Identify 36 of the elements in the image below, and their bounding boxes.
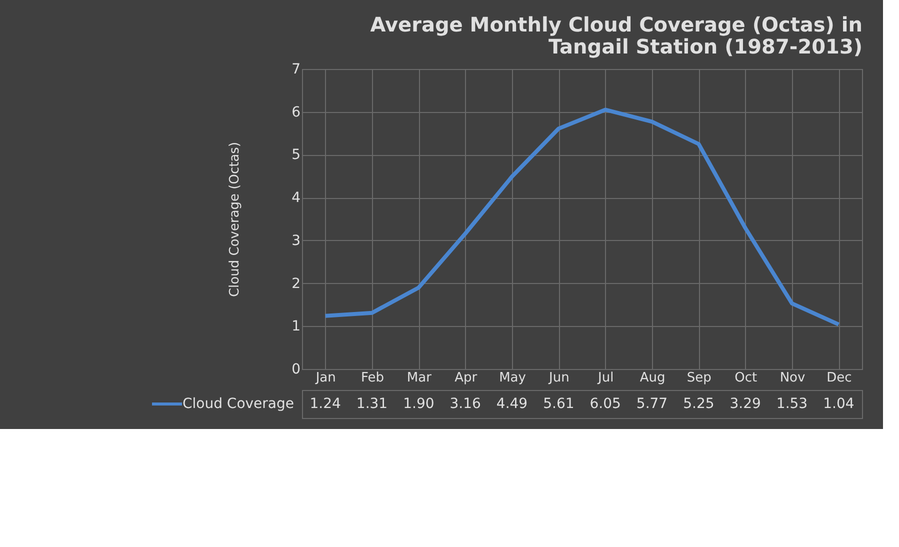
x-tick-label: Dec [826, 370, 852, 386]
data-label: 3.16 [450, 396, 482, 412]
x-tick-label: Feb [360, 370, 384, 386]
data-label: 1.04 [823, 396, 854, 412]
x-tick-label: Jun [548, 370, 570, 386]
x-tick-label: Mar [406, 370, 432, 386]
x-tick-label: Jul [596, 370, 614, 386]
x-tick-label: Apr [454, 370, 478, 386]
x-tick-label: Oct [734, 370, 758, 386]
line-series [323, 108, 841, 326]
data-label: 1.31 [356, 396, 388, 412]
data-label: 5.25 [683, 396, 714, 412]
data-label: 1.53 [776, 396, 808, 412]
y-axis-title: Cloud Coverage (Octas) [228, 142, 243, 298]
data-label: 4.49 [496, 396, 528, 412]
x-tick-label: Sep [686, 370, 712, 386]
y-tick-label: 2 [292, 276, 300, 292]
y-tick-label: 0 [292, 362, 300, 378]
chart-title: Average Monthly Cloud Coverage (Octas) in Tangail Station (1987-2013) [370, 12, 862, 58]
x-tick-label: Nov [780, 370, 806, 386]
data-label: 1.24 [310, 396, 342, 412]
data-label: 1.90 [403, 396, 434, 412]
data-label: 6.05 [590, 396, 621, 412]
legend-label: Cloud Coverage [182, 396, 294, 412]
data-label: 3.29 [730, 396, 761, 412]
x-tick-label: May [499, 370, 526, 386]
y-tick-label: 4 [292, 190, 301, 206]
data-label: 5.61 [543, 396, 574, 412]
x-tick-label: Jan [314, 370, 336, 386]
y-tick-label: 6 [292, 104, 301, 120]
y-tick-label: 3 [292, 232, 300, 249]
y-tick-label: 1 [292, 318, 300, 335]
y-tick-label: 7 [292, 62, 300, 78]
data-label: 5.77 [636, 396, 668, 412]
x-tick-label: Aug [640, 370, 666, 386]
y-tick-label: 5 [292, 147, 300, 164]
